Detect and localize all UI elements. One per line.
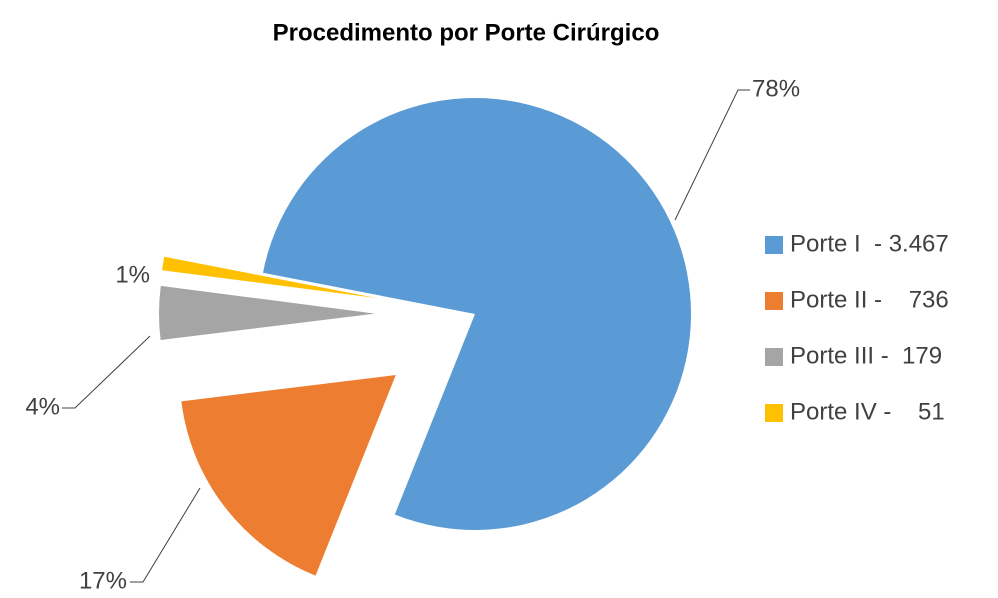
data-label: 1% xyxy=(115,261,150,288)
legend-label: Porte IV - 51 xyxy=(790,398,945,425)
chart-title: Procedimento por Porte Cirúrgico xyxy=(273,19,660,46)
pie-slice xyxy=(162,256,377,299)
data-label: 4% xyxy=(25,393,60,420)
legend-swatch xyxy=(765,236,783,254)
legend-swatch xyxy=(765,292,783,310)
leader-line xyxy=(674,89,750,221)
data-label: 17% xyxy=(79,567,127,594)
pie-slice xyxy=(262,97,691,530)
legend-label: Porte II - 736 xyxy=(790,286,949,313)
pie-slice xyxy=(181,375,396,576)
data-label: 78% xyxy=(752,75,800,102)
legend-label: Porte III - 179 xyxy=(790,342,942,369)
pie-slice xyxy=(159,285,376,340)
legend-label: Porte I - 3.467 xyxy=(790,230,949,257)
legend-swatch xyxy=(765,404,783,422)
leader-line xyxy=(62,335,151,409)
leader-line xyxy=(130,487,201,583)
legend-swatch xyxy=(765,348,783,366)
